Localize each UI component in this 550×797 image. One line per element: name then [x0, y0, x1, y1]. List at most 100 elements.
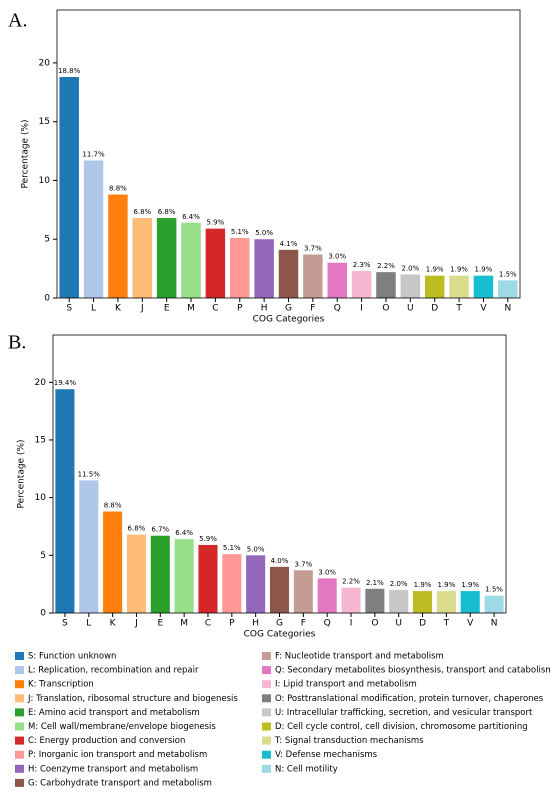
value-label: 6.4%	[175, 529, 193, 537]
bar	[156, 218, 177, 298]
value-label: 11.5%	[78, 470, 101, 478]
bar	[473, 275, 494, 298]
legend-swatch	[262, 666, 271, 675]
x-tick-label: E	[157, 619, 163, 629]
legend-label: D: Cell cycle control, cell division, ch…	[275, 722, 528, 732]
value-label: 1.5%	[499, 270, 517, 278]
value-label: 6.8%	[128, 525, 146, 533]
y-tick-label: 20	[35, 378, 47, 388]
x-tick-label: T	[443, 619, 450, 629]
y-tick-label: 5	[44, 235, 50, 245]
x-tick-label: G	[285, 304, 292, 314]
bar	[317, 578, 337, 613]
legend-label: I: Lipid transport and metabolism	[275, 680, 417, 690]
bar	[341, 587, 361, 613]
x-tick-label: T	[455, 304, 462, 314]
axes-frame	[52, 334, 507, 614]
legend-label: L: Replication, recombination and repair	[28, 666, 199, 676]
value-label: 1.5%	[485, 586, 503, 594]
value-label: 1.9%	[414, 581, 432, 589]
legend-label: V: Defense mechanisms	[275, 750, 378, 760]
legend-label: P: Inorganic ion transport and metabolis…	[28, 750, 207, 760]
legend-swatch	[15, 680, 24, 689]
bar	[389, 589, 409, 613]
x-tick-label: F	[301, 619, 306, 629]
bar	[108, 194, 128, 298]
x-tick-label: S	[62, 619, 68, 629]
value-label: 5.1%	[231, 228, 249, 236]
y-tick-label: 10	[35, 493, 47, 503]
value-label: 5.0%	[255, 229, 273, 237]
legend-label: Q: Secondary metabolites biosynthesis, t…	[275, 666, 550, 676]
x-tick-label: J	[134, 619, 138, 629]
x-axis-label: COG Categories	[244, 630, 316, 640]
legend-swatch	[15, 666, 24, 675]
value-label: 4.0%	[271, 557, 289, 565]
x-tick-label: K	[110, 619, 117, 629]
value-label: 5.9%	[199, 535, 217, 543]
x-tick-label: E	[164, 304, 170, 314]
value-label: 1.9%	[450, 266, 468, 274]
value-label: 4.1%	[280, 240, 298, 248]
value-label: 2.1%	[366, 579, 384, 587]
value-label: 5.1%	[223, 544, 241, 552]
legend-label: O: Posttranslational modification, prote…	[275, 694, 544, 704]
value-label: 8.8%	[109, 185, 127, 193]
legend-label: U: Intracellular trafficking, secretion,…	[275, 708, 533, 718]
x-tick-label: C	[212, 304, 218, 314]
value-label: 8.8%	[104, 501, 122, 509]
legend-swatch	[15, 750, 24, 759]
x-tick-label: O	[371, 619, 378, 629]
bar	[400, 274, 421, 298]
legend-swatch	[15, 778, 24, 787]
value-label: 6.8%	[158, 208, 176, 216]
value-label: 1.9%	[437, 581, 455, 589]
bar	[460, 591, 480, 613]
legend-swatch	[15, 722, 24, 731]
y-tick-label: 20	[39, 58, 51, 68]
bar	[293, 570, 313, 613]
bar	[365, 588, 385, 613]
bar	[484, 595, 504, 613]
x-tick-label: H	[261, 304, 268, 314]
legend-swatch	[15, 736, 24, 745]
bar	[436, 591, 456, 613]
value-label: 2.2%	[377, 262, 395, 270]
y-axis-label: Percentage (%)	[21, 119, 31, 188]
legend-swatch	[15, 764, 24, 773]
bar	[150, 535, 170, 613]
legend-label: G: Carbohydrate transport and metabolism	[28, 778, 212, 788]
bar	[198, 544, 218, 613]
x-tick-label: O	[382, 304, 389, 314]
x-tick-label: V	[467, 619, 474, 629]
bar	[126, 534, 146, 613]
value-label: 3.7%	[294, 560, 312, 568]
bar	[174, 539, 194, 613]
x-tick-label: P	[229, 619, 235, 629]
bar	[376, 272, 396, 298]
x-axis-label: COG Categories	[253, 315, 325, 325]
y-tick-label: 15	[35, 435, 46, 445]
bar	[498, 280, 518, 298]
x-tick-label: Q	[334, 304, 341, 314]
x-tick-label: G	[276, 619, 283, 629]
x-tick-label: D	[431, 304, 438, 314]
y-tick-label: 5	[40, 551, 46, 561]
bar	[449, 275, 469, 298]
y-tick-label: 0	[44, 294, 50, 304]
x-tick-label: Q	[324, 619, 331, 629]
bar	[351, 270, 372, 298]
value-label: 11.7%	[82, 150, 105, 158]
bar	[59, 77, 79, 298]
legend-label: E: Amino acid transport and metabolism	[28, 708, 200, 718]
bar	[181, 222, 201, 298]
legend-swatch	[262, 764, 271, 773]
legend-swatch	[262, 694, 271, 703]
x-tick-label: S	[66, 304, 72, 314]
panel-label: B.	[8, 332, 26, 354]
legend-label: K: Transcription	[28, 680, 94, 690]
x-tick-label: J	[140, 304, 144, 314]
legend-swatch	[15, 694, 24, 703]
value-label: 3.7%	[304, 245, 322, 253]
